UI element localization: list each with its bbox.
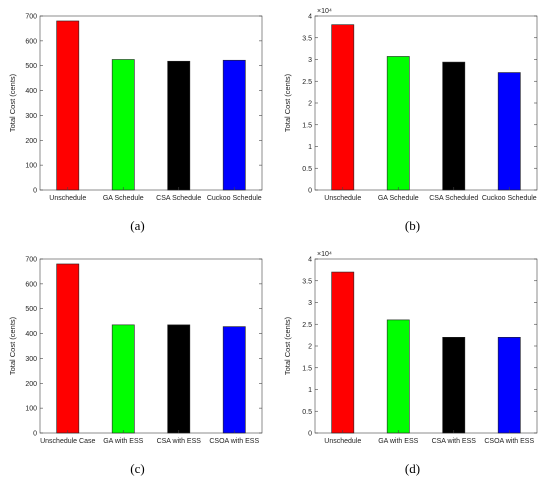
- y-tick-label-b-5: 2.5: [302, 79, 312, 86]
- panel-label-a: (a): [130, 218, 145, 233]
- x-tick-label-d-2: CSA with ESS: [432, 438, 477, 445]
- x-tick-label-b-1: GA Schedule: [378, 195, 419, 202]
- x-tick-label-c-3: CSOA with ESS: [209, 438, 259, 445]
- x-tick-label-c-0: Unschedule Case: [40, 438, 95, 445]
- x-tick-label-c-1: GA with ESS: [103, 438, 143, 445]
- y-tick-label-c-4: 400: [25, 331, 37, 338]
- x-tick-label-b-3: Cuckoo Schedule: [482, 195, 537, 202]
- bar-c-0: [56, 263, 80, 434]
- panel-label-c: (c): [130, 461, 145, 476]
- y-tick-label-d-3: 1.5: [302, 365, 312, 372]
- bar-d-2: [442, 337, 466, 434]
- y-exponent-label-b: ×10⁴: [317, 8, 332, 15]
- y-tick-label-a-7: 700: [25, 14, 37, 21]
- bar-d-1: [386, 319, 410, 434]
- y-tick-label-b-1: 0.5: [302, 166, 312, 173]
- x-tick-label-a-0: Unschedule: [49, 195, 86, 202]
- y-tick-label-a-1: 100: [25, 163, 37, 170]
- y-tick-label-a-0: 0: [33, 188, 37, 195]
- y-axis-label-d: Total Cost (cents): [283, 316, 292, 375]
- y-axis-label-c: Total Cost (cents): [8, 316, 17, 375]
- y-tick-label-d-5: 2.5: [302, 322, 312, 329]
- chart-panel-a: 0 100 200 300 400 500 600 700 Total Cost (cents)…: [0, 0, 275, 242]
- bar-d-0: [331, 271, 355, 434]
- x-tick-label-d-1: GA with ESS: [378, 438, 418, 445]
- y-tick-label-d-8: 4: [308, 257, 312, 264]
- y-tick-label-d-7: 3.5: [302, 278, 312, 285]
- y-tick-label-c-3: 300: [25, 356, 37, 363]
- x-tick-label-a-1: GA Schedule: [103, 195, 144, 202]
- y-tick-label-d-4: 2: [308, 344, 312, 351]
- y-tick-label-d-0: 0: [308, 431, 312, 438]
- bar-a-3: [222, 59, 246, 191]
- y-tick-label-b-3: 1.5: [302, 122, 312, 129]
- y-tick-label-d-6: 3: [308, 300, 312, 307]
- bar-a-1: [111, 59, 135, 191]
- bar-c-3: [222, 326, 246, 434]
- x-tick-label-d-3: CSOA with ESS: [484, 438, 534, 445]
- bar-b-2: [442, 61, 466, 191]
- bar-a-0: [56, 20, 80, 191]
- plot-frame-c: [39, 258, 263, 434]
- y-tick-label-b-6: 3: [308, 57, 312, 64]
- y-tick-label-b-7: 3.5: [302, 35, 312, 42]
- bar-a-2: [167, 60, 191, 191]
- y-tick-label-b-0: 0: [308, 188, 312, 195]
- y-tick-label-a-5: 500: [25, 63, 37, 70]
- chart-panel-d: 0 0.5 1 1.5 2 2.5 3 3.5 4 ×10⁴ Total Cost (cents) U…: [275, 243, 550, 485]
- y-tick-label-c-5: 500: [25, 306, 37, 313]
- bar-b-3: [497, 72, 521, 191]
- chart-d-svg: 0 0.5 1 1.5 2 2.5 3 3.5 4 ×10⁴ Total Cost (cents) U…: [283, 251, 538, 445]
- y-tick-label-c-7: 700: [25, 257, 37, 264]
- y-axis-label-a: Total Cost (cents): [8, 73, 17, 132]
- x-tick-label-c-2: CSA with ESS: [157, 438, 202, 445]
- x-tick-label-a-3: Cuckoo Schedule: [207, 195, 262, 202]
- bar-d-3: [497, 337, 521, 434]
- y-exponent-label-d: ×10⁴: [317, 251, 332, 258]
- y-tick-label-d-2: 1: [308, 387, 312, 394]
- y-tick-label-a-3: 300: [25, 113, 37, 120]
- plot-frame-a: [39, 15, 263, 191]
- chart-panel-c: 0 100 200 300 400 500 600 700 Total Cost (cents)…: [0, 243, 275, 485]
- bar-c-2: [167, 324, 191, 434]
- y-tick-label-d-1: 0.5: [302, 409, 312, 416]
- panel-label-d: (d): [404, 461, 421, 476]
- chart-a-svg: 0 100 200 300 400 500 600 700 Total Cost (cents)…: [8, 14, 263, 202]
- chart-c-svg: 0 100 200 300 400 500 600 700 Total Cost (cents)…: [8, 257, 263, 445]
- chart-b-svg: 0 0.5 1 1.5 2 2.5 3 3.5 4 ×10⁴ Total Cost (cents) U…: [283, 8, 538, 202]
- y-tick-label-b-8: 4: [308, 14, 312, 21]
- bar-c-1: [111, 324, 135, 434]
- y-tick-label-b-4: 2: [308, 101, 312, 108]
- chart-panel-b: 0 0.5 1 1.5 2 2.5 3 3.5 4 ×10⁴ Total Cost (cents) U…: [275, 0, 550, 242]
- panel-label-b: (b): [404, 218, 421, 233]
- bar-b-0: [331, 24, 355, 191]
- x-tick-label-b-0: Unschedule: [324, 195, 361, 202]
- y-tick-label-c-6: 600: [25, 281, 37, 288]
- y-tick-label-a-2: 200: [25, 138, 37, 145]
- y-tick-label-c-1: 100: [25, 406, 37, 413]
- y-tick-label-b-2: 1: [308, 144, 312, 151]
- bar-b-1: [386, 56, 410, 191]
- y-tick-label-c-0: 0: [33, 431, 37, 438]
- y-tick-label-a-6: 600: [25, 38, 37, 45]
- x-tick-label-b-2: CSA Scheduled: [429, 195, 478, 202]
- x-tick-label-a-2: CSA Schedule: [156, 195, 201, 202]
- x-tick-label-d-0: Unschedule: [324, 438, 361, 445]
- y-axis-label-b: Total Cost (cents): [283, 73, 292, 132]
- y-tick-label-a-4: 400: [25, 88, 37, 95]
- y-tick-label-c-2: 200: [25, 381, 37, 388]
